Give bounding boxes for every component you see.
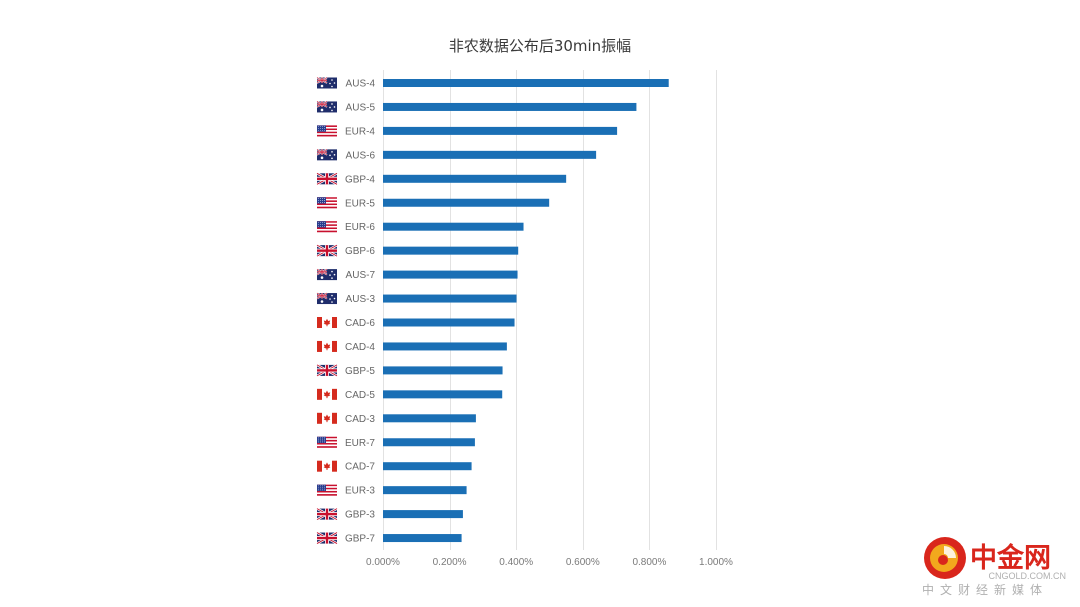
category-label: AUS-3 <box>346 294 376 305</box>
category-label: CAD-5 <box>345 390 375 401</box>
uk-flag-icon <box>316 244 338 258</box>
usa-flag-icon <box>317 197 337 209</box>
uk-flag-icon <box>316 172 338 186</box>
uk-flag-icon <box>316 531 338 545</box>
bar <box>383 126 618 135</box>
australia-flag-icon <box>316 76 337 89</box>
bar <box>383 150 597 159</box>
bar <box>383 510 463 519</box>
category-label: GBP-6 <box>345 246 375 257</box>
category-label: CAD-7 <box>345 462 375 473</box>
canada-flag-icon <box>317 317 337 328</box>
bars <box>383 79 669 543</box>
usa-flag-icon <box>317 484 337 496</box>
chart-title: 非农数据公布后30min振幅 <box>449 37 631 55</box>
bar <box>383 462 472 471</box>
x-tick-label: 1.000% <box>699 557 733 568</box>
bar <box>383 198 550 207</box>
grid <box>383 70 717 550</box>
bar <box>383 246 519 255</box>
category-label: EUR-7 <box>345 438 375 449</box>
bar <box>383 414 476 423</box>
cngold-watermark: 中金网 CNGOLD.COM.CN 中文财经新媒体 <box>918 533 1068 603</box>
brand-domain: CNGOLD.COM.CN <box>988 571 1066 581</box>
category-label: AUS-7 <box>346 270 376 281</box>
category-label: CAD-4 <box>345 342 375 353</box>
brand-name: 中金网 <box>970 542 1051 574</box>
category-label: EUR-6 <box>345 222 375 233</box>
category-label: GBP-3 <box>345 510 375 521</box>
bar <box>383 174 567 183</box>
uk-flag-icon <box>316 507 338 521</box>
x-tick-label: 0.000% <box>366 557 400 568</box>
bar <box>383 534 462 543</box>
category-label: AUS-5 <box>346 102 376 113</box>
x-tick-label: 0.800% <box>632 557 666 568</box>
category-label: EUR-5 <box>345 198 375 209</box>
usa-flag-icon <box>317 221 337 233</box>
category-label: EUR-3 <box>345 486 375 497</box>
category-label: AUS-6 <box>346 150 376 161</box>
canada-flag-icon <box>317 412 337 424</box>
bar <box>383 102 637 111</box>
category-labels: AUS-4 AUS-5 EUR-4 AUS-6 GBP-4 EUR-5 EUR-6 GBP-6… <box>345 79 375 545</box>
x-tick-labels: 0.000% 0.200% 0.400% 0.600% 0.800% 1.000% <box>366 557 733 568</box>
australia-flag-icon <box>316 100 337 113</box>
category-label: GBP-4 <box>345 174 375 185</box>
bar <box>383 270 518 279</box>
bar <box>383 294 517 303</box>
canada-flag-icon <box>317 460 337 472</box>
bar <box>383 342 507 351</box>
category-label: EUR-4 <box>345 126 375 137</box>
category-label: GBP-7 <box>345 534 375 545</box>
category-label: AUS-4 <box>346 79 376 90</box>
x-tick-label: 0.400% <box>499 557 533 568</box>
category-label: GBP-5 <box>345 366 375 377</box>
usa-flag-icon <box>317 436 337 448</box>
usa-flag-icon <box>317 125 337 137</box>
australia-flag-icon <box>316 148 337 161</box>
australia-flag-icon <box>316 268 337 281</box>
bar <box>383 366 503 375</box>
x-tick-label: 0.200% <box>433 557 467 568</box>
flag-icons <box>316 76 338 545</box>
bar <box>383 222 524 231</box>
brand-slogan: 中文财经新媒体 <box>922 582 1048 597</box>
category-label: CAD-6 <box>345 318 375 329</box>
bar <box>383 438 475 447</box>
category-label: CAD-3 <box>345 414 375 425</box>
uk-flag-icon <box>316 363 338 377</box>
australia-flag-icon <box>316 292 337 305</box>
cngold-logo-icon: 中金网 CNGOLD.COM.CN 中文财经新媒体 <box>922 537 1066 597</box>
bar <box>383 79 669 87</box>
x-tick-label: 0.600% <box>566 557 600 568</box>
bar <box>383 390 503 399</box>
bar <box>383 318 515 327</box>
canada-flag-icon <box>317 340 337 352</box>
canada-flag-icon <box>317 388 337 400</box>
bar <box>383 486 467 495</box>
